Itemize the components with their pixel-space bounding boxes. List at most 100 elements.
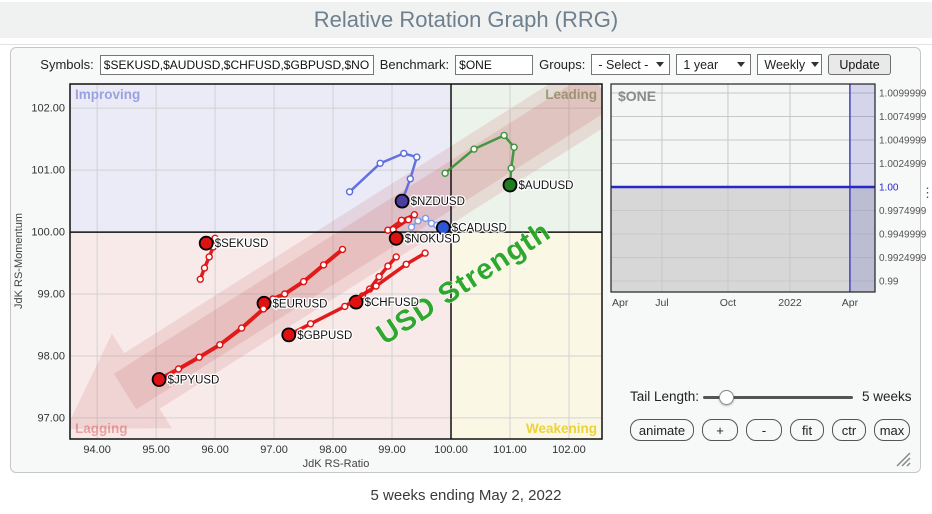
animate-button[interactable]: animate — [630, 419, 694, 441]
benchmark-label: Benchmark: — [379, 57, 450, 72]
tail-point[interactable] — [200, 264, 209, 272]
tail-length-label: Tail Length: — [630, 389, 700, 404]
tail-point[interactable] — [400, 149, 408, 158]
page-header: Relative Rotation Graph (RRG) — [0, 2, 932, 38]
series-$NOKUSD[interactable]: $NOKUSD — [384, 210, 462, 247]
quadrant-label-leading: Leading — [545, 87, 597, 102]
tail-point[interactable] — [410, 210, 419, 219]
benchmark-y-tick: 1.0049999 — [879, 136, 927, 147]
tail-point[interactable] — [259, 305, 268, 313]
benchmark-y-tick: 0.99 — [879, 277, 899, 288]
tail-point[interactable] — [500, 131, 508, 140]
tail-point[interactable] — [407, 223, 416, 231]
x-tick-label: 96.00 — [201, 444, 229, 456]
frequency-select[interactable]: Weekly — [757, 54, 823, 75]
series-$GBPUSD[interactable]: $GBPUSD — [281, 249, 429, 343]
series-$NZDUSD[interactable]: $NZDUSD — [345, 149, 466, 209]
benchmark-y-tick: 1.0074999 — [879, 112, 927, 123]
chart-menu-icon[interactable]: ⋮ — [921, 185, 932, 200]
tail-point[interactable] — [299, 277, 308, 286]
tail-point[interactable] — [216, 341, 224, 349]
tail-point[interactable] — [384, 262, 392, 270]
tail-point[interactable] — [375, 272, 383, 281]
tail-point[interactable] — [392, 253, 400, 261]
x-tick-label: 101.00 — [493, 444, 527, 456]
benchmark-y-tick: 0.9949999 — [879, 230, 927, 241]
tail-point[interactable] — [510, 143, 518, 151]
series-$CADUSD[interactable]: $CADUSD — [407, 214, 508, 236]
zoom-in-button[interactable]: + — [702, 419, 738, 441]
quadrant-weakening — [451, 232, 602, 439]
tail-point[interactable] — [211, 234, 219, 243]
tail-point[interactable] — [195, 353, 203, 361]
head-marker-$SEKUSD[interactable] — [198, 235, 214, 251]
resize-handle[interactable] — [894, 450, 912, 468]
tail-point[interactable] — [205, 253, 213, 261]
series-label-$NZDUSD: $NZDUSD — [411, 196, 465, 208]
tail-point[interactable] — [441, 169, 449, 177]
tail-point[interactable] — [404, 215, 413, 224]
tail-point[interactable] — [319, 261, 328, 269]
series-$AUDUSD[interactable]: $AUDUSD — [441, 131, 575, 193]
tail-length-slider[interactable] — [703, 389, 853, 405]
head-marker-$NOKUSD[interactable] — [388, 230, 404, 246]
chevron-down-icon — [811, 62, 820, 67]
series-label-$AUDUSD: $AUDUSD — [519, 180, 574, 192]
series-$JPYUSD[interactable]: $JPYUSD — [151, 305, 268, 388]
head-marker-$AUDUSD[interactable] — [502, 177, 518, 193]
tail-point[interactable] — [341, 302, 349, 311]
symbols-input[interactable] — [99, 54, 374, 75]
groups-label: Groups: — [539, 57, 586, 72]
tail-point[interactable] — [507, 164, 515, 173]
benchmark-y-tick: 0.9974999 — [879, 206, 927, 217]
tail-point[interactable] — [470, 145, 478, 153]
tail-length-value: 5 weeks — [862, 389, 912, 404]
zoom-out-button[interactable]: - — [746, 419, 782, 441]
update-button[interactable]: Update — [828, 54, 891, 75]
symbols-label: Symbols: — [40, 57, 94, 72]
fit-button[interactable]: fit — [790, 419, 824, 441]
tail-point[interactable] — [338, 245, 347, 254]
series-$SEKUSD[interactable]: $SEKUSD — [196, 234, 270, 283]
tail-point[interactable] — [237, 324, 246, 332]
benchmark-area-fill — [611, 187, 875, 292]
series-label-$CHFUSD: $CHFUSD — [365, 297, 419, 309]
tail-point[interactable] — [281, 290, 289, 298]
max-button[interactable]: max — [874, 419, 910, 441]
tail-point[interactable] — [372, 282, 380, 290]
y-tick-label: 101.00 — [31, 165, 65, 177]
series-$EURUSD[interactable]: $EURUSD — [256, 245, 347, 312]
tail-point[interactable] — [421, 214, 430, 223]
series-label-$EURUSD: $EURUSD — [273, 298, 328, 310]
footer-caption: 5 weeks ending May 2, 2022 — [370, 487, 562, 504]
tail-point[interactable] — [196, 275, 205, 283]
tail-point[interactable] — [376, 159, 384, 168]
tail-point[interactable] — [174, 365, 183, 373]
tail-point[interactable] — [413, 153, 421, 161]
groups-select[interactable]: - Select - — [591, 54, 671, 75]
period-select[interactable]: 1 year — [676, 54, 752, 75]
head-marker-$NZDUSD[interactable] — [394, 193, 410, 209]
head-marker-$GBPUSD[interactable] — [281, 327, 297, 343]
benchmark-y-tick: 1.0024999 — [879, 159, 927, 170]
center-button[interactable]: ctr — [832, 419, 866, 441]
tail-point[interactable] — [406, 175, 414, 183]
benchmark-input[interactable] — [455, 54, 534, 75]
groups-select-value: - Select - — [598, 57, 649, 72]
benchmark-chart[interactable]: $ONE 1.0099999 1.0074999 1.0049999 1.0024999… — [606, 79, 932, 311]
tail-point[interactable] — [402, 260, 410, 269]
slider-handle[interactable] — [719, 390, 734, 405]
tail-point[interactable] — [306, 320, 315, 328]
quadrant-label-weakening: Weakening — [526, 421, 597, 436]
tail-point[interactable] — [345, 188, 354, 196]
tail-point[interactable] — [421, 249, 429, 257]
tail-point[interactable] — [397, 216, 406, 225]
slider-track[interactable] — [703, 396, 853, 399]
x-tick-label: 102.00 — [552, 444, 586, 456]
head-marker-$JPYUSD[interactable] — [151, 372, 167, 387]
quadrant-label-lagging: Lagging — [75, 421, 128, 436]
chevron-down-icon — [656, 62, 665, 67]
tail-point[interactable] — [414, 217, 422, 225]
head-marker-$CADUSD[interactable] — [435, 220, 451, 236]
